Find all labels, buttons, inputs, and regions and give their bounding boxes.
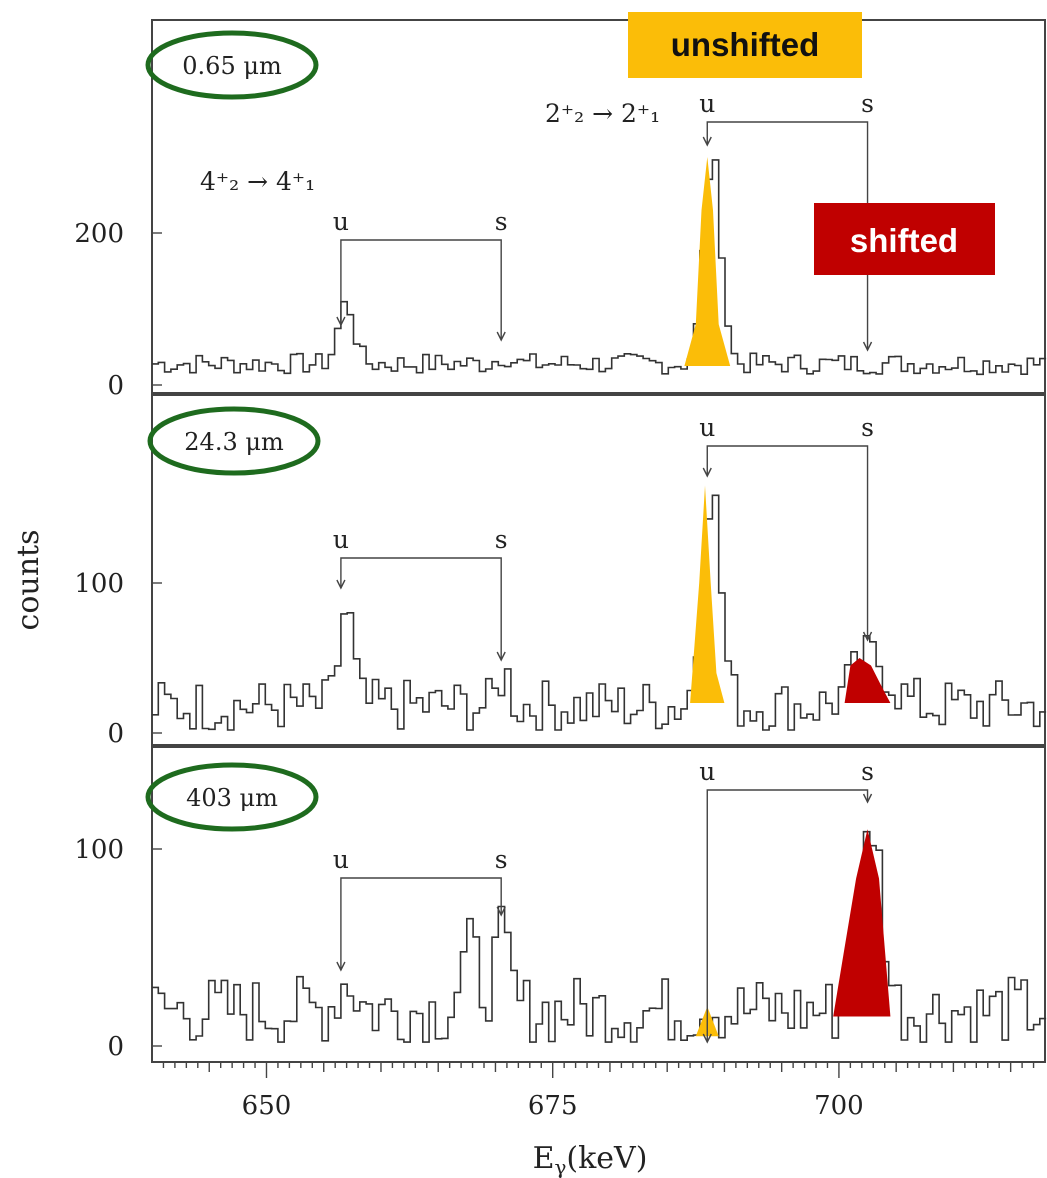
panel-2-frame <box>151 746 1046 1063</box>
panel-0-u-label-0: u <box>333 207 349 236</box>
panel-0-s-label-0: s <box>495 207 508 236</box>
panel-1-spectrum-trace <box>152 494 1047 731</box>
panel-1-s-label-0: s <box>495 525 508 554</box>
unshifted-tag: unshifted <box>628 12 862 78</box>
panel-0-transition-label-0: 4⁺₂ → 4⁺₁ <box>200 167 315 196</box>
x-tick-label-675: 675 <box>528 1091 578 1121</box>
panel-0-65um: 0 200 u s 4⁺₂ → 4⁺₁ u s 2⁺₂ → 2⁺₁ 0.65 μm <box>74 19 1047 401</box>
panel-1-arrow-u-1 <box>702 467 712 478</box>
x-axis-title-unit: (keV) <box>566 1141 647 1176</box>
panel-0-arrow-u-0 <box>336 316 346 327</box>
panel-403um: 0 100 u s u s 403 μm <box>74 746 1047 1063</box>
panel-24-3um: 0 100 u s u s 24.3 μm <box>74 394 1047 749</box>
panel-0-ytick-label-0: 0 <box>107 371 124 401</box>
panel-1-arrow-s-0 <box>496 651 506 662</box>
panel-2-u-label-0: u <box>333 845 349 874</box>
shifted-tag: shifted <box>814 203 995 275</box>
panel-1-u-label-1: u <box>699 413 715 442</box>
x-axis: 650 675 700 <box>162 1062 1035 1121</box>
y-axis-title: counts <box>11 530 46 631</box>
panel-2-u-label-1: u <box>699 757 715 786</box>
panel-2-bracket-0 <box>340 877 502 970</box>
shifted-tag-box <box>814 203 995 275</box>
panel-1-thickness-label: 24.3 μm <box>184 428 284 456</box>
panel-2-arrow-s-0 <box>496 906 506 917</box>
panel-0-frame <box>151 19 1046 394</box>
panel-1-thickness-ellipse <box>147 406 321 476</box>
panel-1-arrow-u-0 <box>336 579 346 590</box>
panel-2-bracket-1 <box>706 789 869 1042</box>
panel-0-bracket-0 <box>340 239 502 340</box>
panel-2-arrow-u-1 <box>702 1033 712 1044</box>
panel-0-arrow-s-0 <box>496 331 506 342</box>
panel-1-ytick-label-100: 100 <box>74 569 124 599</box>
x-tick-label-700: 700 <box>814 1091 864 1121</box>
shifted-tag-label: shifted <box>850 222 958 259</box>
panel-0-transition-label-1: 2⁺₂ → 2⁺₁ <box>545 99 660 128</box>
unshifted-tag-label: unshifted <box>671 26 819 63</box>
unshifted-tag-box <box>628 12 862 78</box>
x-tick-label-650: 650 <box>242 1091 292 1121</box>
panel-0-unshifted-peak <box>684 157 731 366</box>
x-axis-title-main: E <box>533 1141 555 1176</box>
x-axis-title-sub: γ <box>554 1155 566 1178</box>
panel-2-s-label-0: s <box>495 845 508 874</box>
panel-2-arrow-s-1 <box>862 793 873 804</box>
panel-0-thickness-label: 0.65 μm <box>182 52 282 80</box>
panel-1-bracket-0 <box>340 557 502 660</box>
panel-2-ytick-label-0: 0 <box>107 1032 124 1062</box>
panel-2-arrow-u-0 <box>336 961 346 972</box>
panel-2-shifted-peak <box>833 829 891 1017</box>
panel-1-shifted-peak <box>844 658 891 703</box>
panel-0-arrow-u-1 <box>702 136 712 147</box>
panel-0-arrow-s-1 <box>862 341 873 352</box>
panel-1-u-label-0: u <box>333 525 349 554</box>
panel-1-unshifted-peak <box>690 485 725 703</box>
panel-1-s-label-1: s <box>861 413 874 442</box>
panel-2-ytick-label-100: 100 <box>74 835 124 865</box>
panel-2-spectrum-trace <box>152 830 1047 1043</box>
panel-1-ytick-label-0: 0 <box>107 719 124 749</box>
panel-1-arrow-s-1 <box>862 631 873 642</box>
panel-1-bracket-1 <box>706 445 869 640</box>
panel-2-thickness-label: 403 μm <box>186 784 278 812</box>
panel-0-u-label-1: u <box>699 89 715 118</box>
x-axis-title: Eγ(keV) <box>533 1141 648 1178</box>
panel-1-frame <box>151 394 1046 746</box>
panel-0-spectrum-trace <box>152 159 1047 376</box>
panel-0-s-label-1: s <box>861 89 874 118</box>
panel-2-thickness-ellipse <box>145 762 319 832</box>
panel-0-ytick-label-200: 200 <box>74 219 124 249</box>
panel-2-s-label-1: s <box>861 757 874 786</box>
panel-0-thickness-ellipse <box>145 30 319 100</box>
